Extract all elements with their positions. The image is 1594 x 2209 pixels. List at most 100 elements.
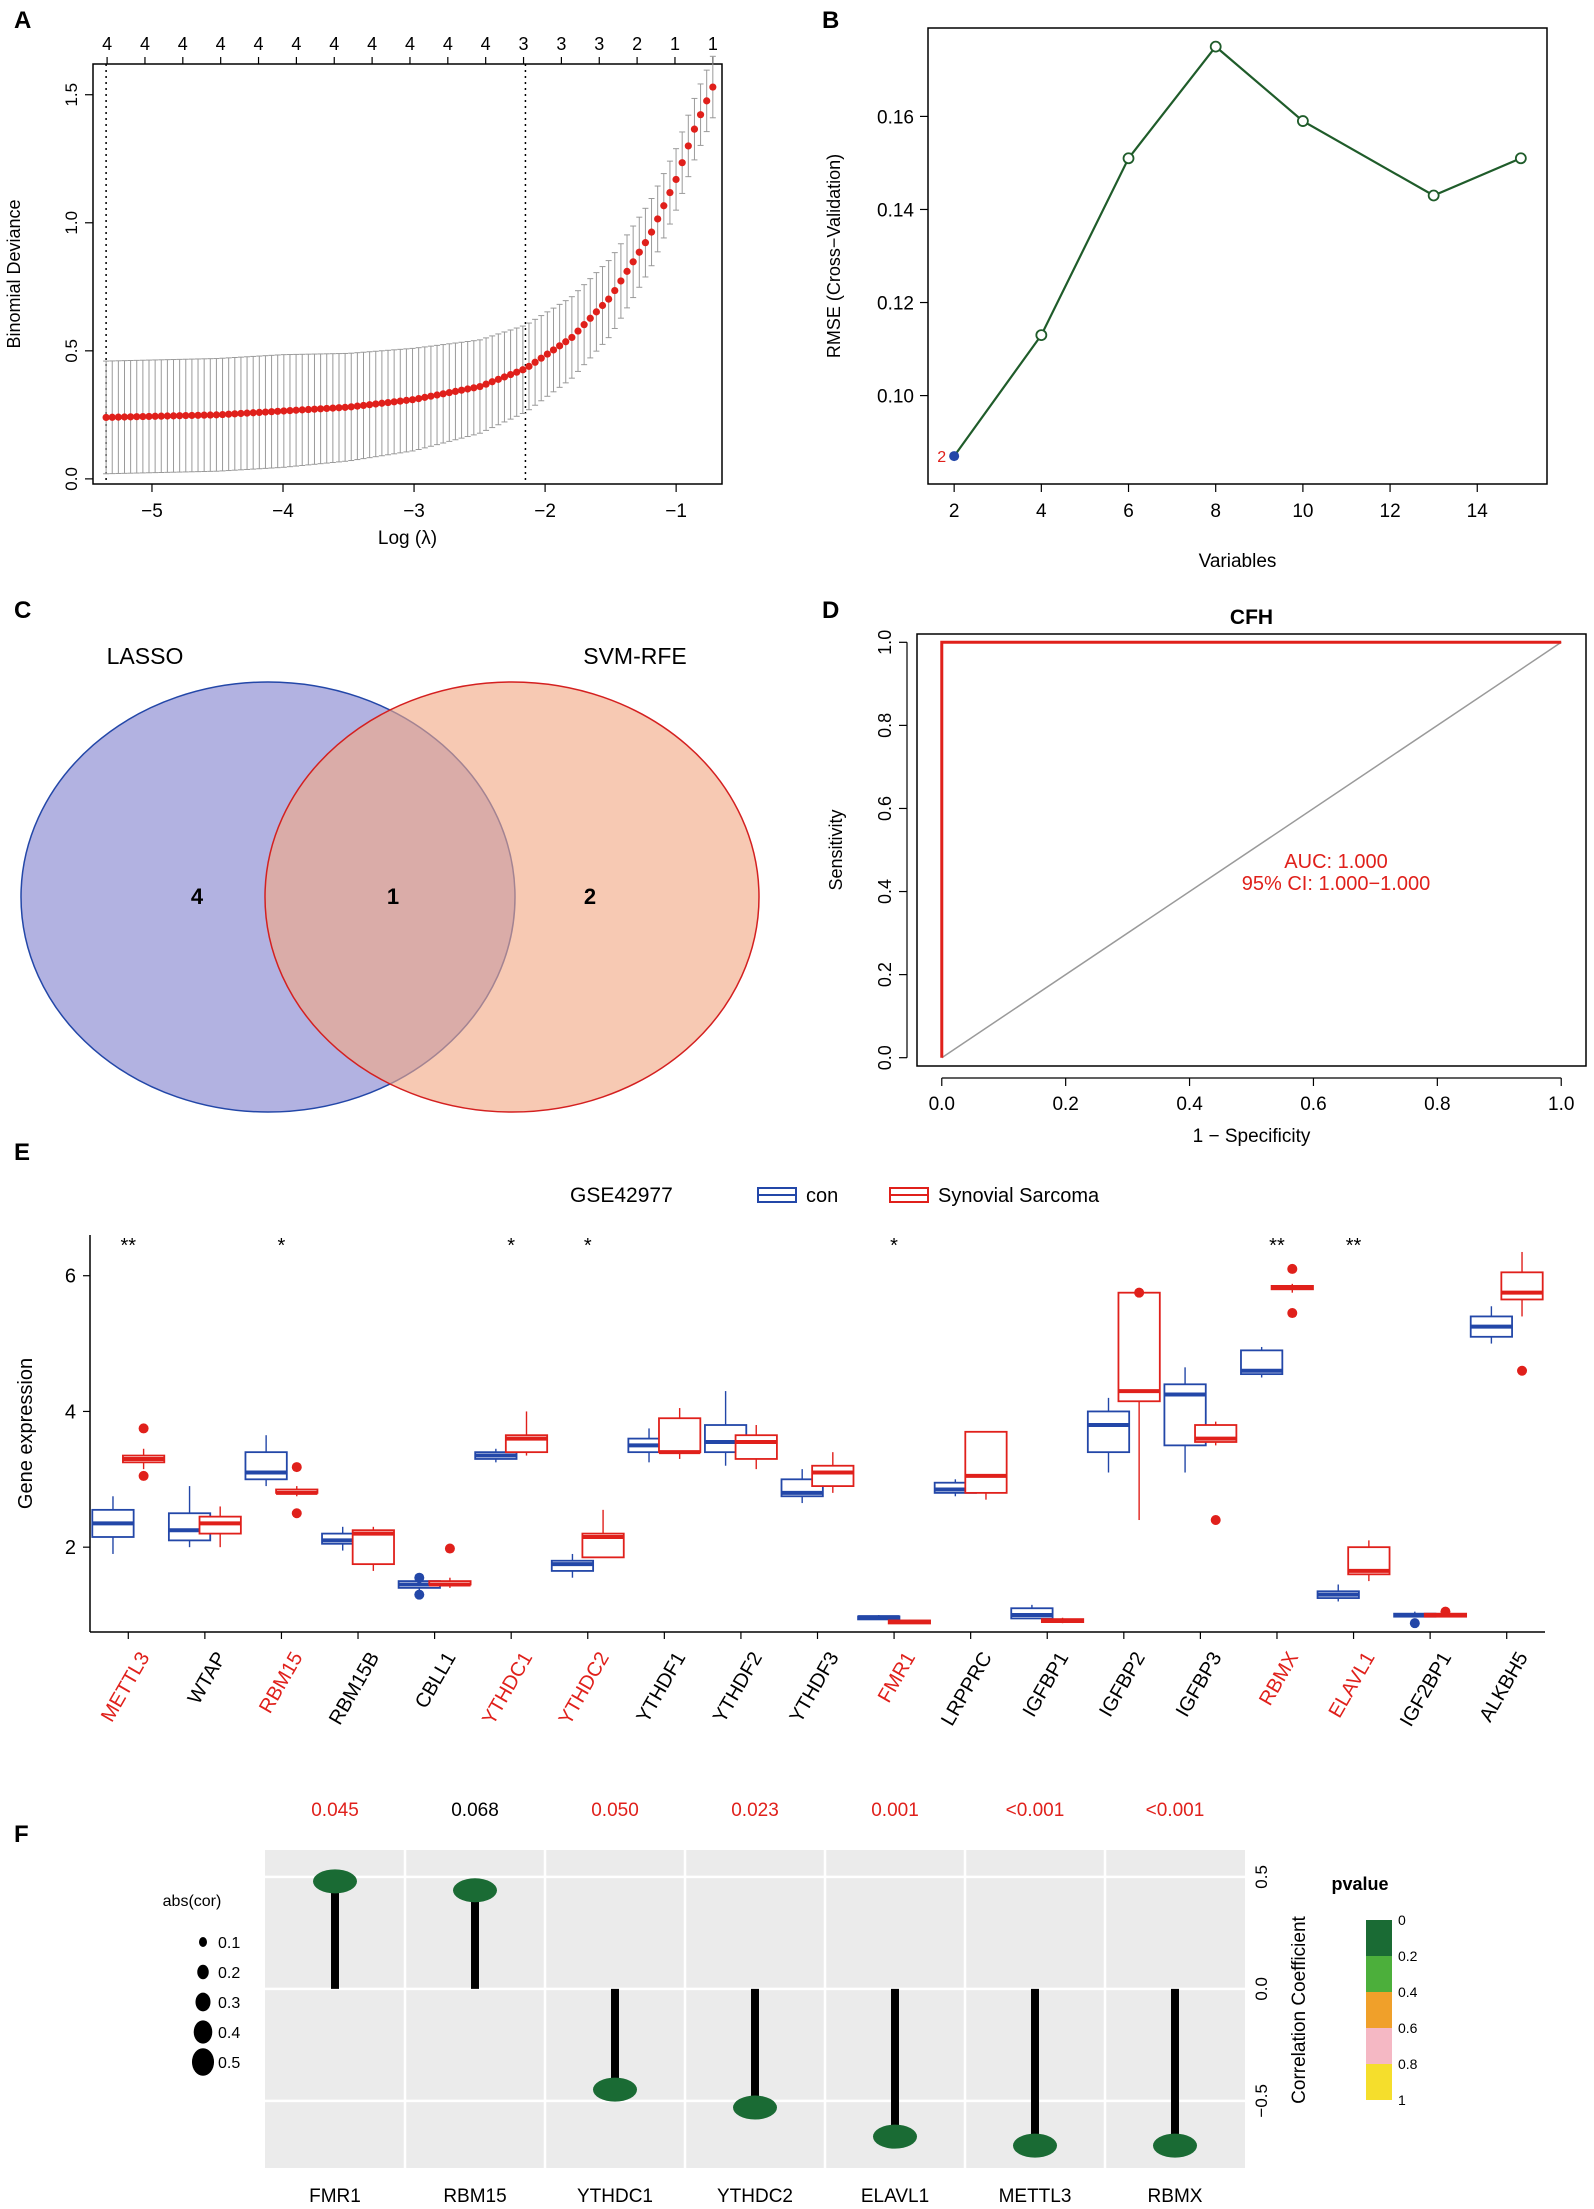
panel-a-top-tick-label: 3 — [519, 34, 529, 54]
panel-a-point — [378, 399, 386, 407]
panel-a-point — [623, 267, 631, 275]
panel-a-point — [421, 393, 429, 401]
panel-a-point — [347, 403, 355, 411]
panel-a-point — [151, 412, 159, 420]
panel-a-point — [206, 411, 214, 419]
panel-d-ci-label: 95% CI: 1.000−1.000 — [1242, 873, 1430, 895]
panel-a-point — [127, 413, 135, 421]
panel-a-point — [696, 111, 705, 119]
panel-e-outlier-sarcoma — [291, 1462, 302, 1473]
panel-a-point — [476, 382, 484, 391]
panel-e-box-con — [244, 1451, 288, 1481]
panel-f-dot — [1153, 2133, 1197, 2158]
panel-f-color-legend-label: 0.2 — [1398, 1948, 1418, 1964]
panel-b-x-tick-label: 12 — [1380, 501, 1401, 522]
panel-b-x-tick-label: 8 — [1210, 501, 1221, 522]
panel-a-points — [102, 83, 717, 422]
panel-a-point — [366, 401, 374, 409]
panel-a-x-axis: −5 −4 −3 −2 −1 — [141, 484, 687, 522]
panel-f-pvalue-label: 0.001 — [871, 1800, 919, 1821]
panel-d-auc-label: AUC: 1.000 — [1284, 851, 1387, 873]
venn-count-svm-only: 2 — [584, 884, 596, 909]
panel-a-y-tick-label: 1.5 — [62, 83, 81, 107]
panel-f-x-tick-label: RBM15 — [443, 2186, 506, 2207]
panel-d-x-axis: 0.0 0.2 0.4 0.6 0.8 1.0 — [929, 1077, 1574, 1115]
panel-a-point — [102, 413, 110, 422]
panel-d-title: CFH — [1230, 606, 1273, 629]
panel-b-x-tick-label: 2 — [949, 501, 960, 522]
panel-a-point — [372, 400, 380, 408]
panel-e-significance-mark: ** — [1269, 1235, 1285, 1257]
panel-e-outlier-sarcoma — [1287, 1263, 1298, 1274]
panel-a-top-tick-label: 4 — [178, 34, 188, 54]
panel-f-dot — [453, 1878, 497, 1903]
panel-a-point — [586, 314, 594, 322]
panel-a-top-tick-label: 4 — [102, 34, 112, 54]
panel-a-point — [274, 407, 282, 415]
panel-d-y-tick-label: 1.0 — [875, 630, 895, 655]
panel-e-boxes — [91, 1251, 1544, 1625]
panel-f-lollipop-chart: FMR1 0.045 RBM15 0.068 YTHDC1 0.050 YTHDC2 0.02… — [163, 1800, 1418, 2207]
panel-f-color-legend: pvalue 0 0.2 0.4 0.6 0.8 1 — [1331, 1874, 1417, 2108]
panel-f-color-legend-label: 0.8 — [1398, 2056, 1418, 2072]
panel-f-y-axis: 0.5 0.0 −0.5 — [1252, 1865, 1271, 2118]
panel-f-color-legend-swatch — [1366, 1992, 1392, 2028]
panel-e-outlier-sarcoma — [1134, 1287, 1145, 1298]
panel-letters: A B C D E F — [14, 7, 839, 1848]
venn-count-intersection: 1 — [387, 884, 399, 909]
panel-a-point — [666, 188, 674, 197]
panel-a-top-tick-label: 4 — [443, 34, 453, 54]
panel-a-point — [562, 338, 570, 346]
panel-a-point — [280, 407, 288, 415]
panel-b-point — [1514, 152, 1527, 165]
panel-f-y-tick-label: −0.5 — [1252, 2084, 1271, 2118]
panel-a-point — [139, 412, 147, 421]
panel-e-x-tick-label: CBLL1 — [411, 1648, 461, 1712]
panel-d-roc-chart: CFH 0.0 0.2 0.4 0.6 0.8 1.0 0.0 0.2 0.4 0.6 0.8 1.0 1… — [826, 606, 1587, 1147]
panel-a-error-bars — [103, 55, 716, 475]
panel-e-outlier-sarcoma — [291, 1508, 302, 1519]
panel-a-point — [310, 405, 319, 413]
panel-a-point — [457, 386, 466, 394]
venn-label-lasso: LASSO — [107, 643, 184, 669]
panel-b-y-tick-label: 0.10 — [877, 387, 914, 408]
panel-e-box-sarcoma — [964, 1430, 1008, 1494]
panel-a-point — [200, 411, 208, 419]
panel-e-outlier-sarcoma — [1517, 1365, 1528, 1376]
panel-a-point — [556, 342, 564, 350]
panel-d-x-tick-label: 0.8 — [1424, 1094, 1450, 1115]
panel-e-x-tick-label: IGFBP3 — [1172, 1648, 1227, 1721]
panel-e-box-sarcoma — [658, 1417, 702, 1454]
panel-a-point — [635, 248, 643, 256]
panel-a-point — [396, 397, 404, 405]
panel-a-point — [163, 412, 171, 420]
panel-e-box-sarcoma — [811, 1464, 855, 1487]
panel-e-x-tick-label: ELAVL1 — [1325, 1648, 1380, 1721]
panel-e-outlier-con — [414, 1572, 425, 1583]
panel-f-dot — [873, 2124, 917, 2149]
panel-b-point — [1035, 329, 1048, 342]
panel-a-point — [218, 410, 227, 419]
panel-a-point — [286, 407, 294, 415]
panel-f-size-legend-label: 0.4 — [218, 2025, 240, 2042]
panel-a-point — [598, 301, 607, 310]
panel-a-y-axis-title: Binomial Deviance — [4, 199, 24, 348]
panel-a-point — [114, 413, 122, 421]
panel-a-top-tick-label: 3 — [594, 34, 604, 54]
panel-a-x-tick-label: −5 — [141, 501, 163, 522]
panel-a-point — [464, 385, 472, 393]
panel-d-y-tick-label: 0.8 — [875, 713, 895, 738]
panel-a-point — [298, 406, 306, 414]
panel-a-top-tick-label: 4 — [329, 34, 339, 54]
panel-d-y-tick-label: 0.2 — [875, 962, 895, 987]
panel-a-x-tick-label: −2 — [534, 501, 556, 522]
panel-b-point — [1122, 152, 1135, 165]
panel-a-point — [500, 373, 509, 381]
venn-label-svm-rfe: SVM-RFE — [583, 643, 687, 669]
panel-f-x-tick-label: ELAVL1 — [861, 2186, 929, 2207]
panel-f-x-tick-label: YTHDC1 — [577, 2186, 653, 2207]
panel-f-x-tick-label: FMR1 — [309, 2186, 361, 2207]
panel-a-top-tick-label: 4 — [216, 34, 226, 54]
panel-a-point — [647, 228, 656, 236]
